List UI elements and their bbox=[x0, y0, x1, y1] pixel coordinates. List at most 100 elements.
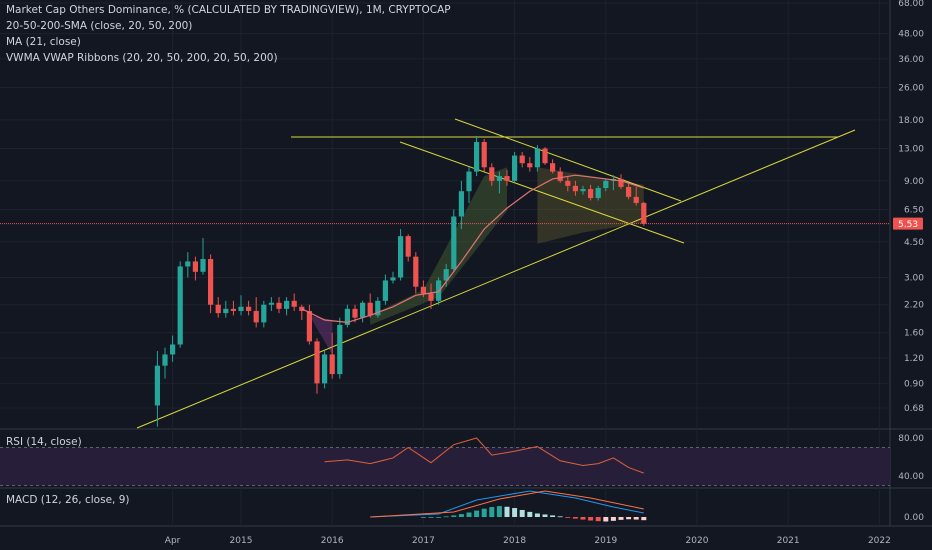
candle[interactable] bbox=[367, 293, 373, 318]
candle[interactable] bbox=[443, 263, 449, 287]
candle[interactable] bbox=[276, 297, 282, 314]
candle[interactable] bbox=[588, 184, 594, 201]
candle[interactable] bbox=[200, 237, 206, 275]
price-tick-label: 2.20 bbox=[904, 301, 924, 311]
candle[interactable] bbox=[519, 151, 525, 168]
candle[interactable] bbox=[223, 300, 229, 318]
candle[interactable] bbox=[208, 254, 214, 314]
rsi-line bbox=[324, 437, 644, 474]
macd-legend: MACD (12, 26, close, 9) bbox=[6, 494, 130, 506]
price-tick-label: 36.00 bbox=[898, 55, 924, 65]
candle[interactable] bbox=[565, 176, 571, 192]
candle[interactable] bbox=[633, 186, 639, 206]
candle[interactable] bbox=[284, 297, 290, 316]
price-tick-label: 0.68 bbox=[904, 404, 924, 414]
candle[interactable] bbox=[261, 300, 267, 328]
candle[interactable] bbox=[534, 145, 540, 172]
time-axis: Apr 2015 2016 2017 2018 2019 2020 2021 2022 bbox=[165, 536, 891, 546]
candle[interactable] bbox=[542, 147, 548, 165]
candle[interactable] bbox=[496, 171, 502, 194]
price-tick-label: 1.20 bbox=[904, 354, 924, 364]
candle[interactable] bbox=[306, 304, 312, 345]
candle[interactable] bbox=[398, 229, 404, 281]
time-tick-label: 2019 bbox=[594, 536, 617, 546]
candle[interactable] bbox=[246, 300, 252, 316]
price-tick-label: 3.00 bbox=[904, 273, 924, 283]
chart-title: Market Cap Others Dominance, % (CALCULAT… bbox=[6, 4, 451, 16]
candle[interactable] bbox=[322, 351, 328, 389]
candle[interactable] bbox=[177, 261, 183, 348]
candle[interactable] bbox=[451, 209, 457, 272]
candle[interactable] bbox=[405, 234, 411, 262]
price-tick-label: 18.00 bbox=[898, 116, 924, 126]
candle[interactable] bbox=[238, 295, 244, 316]
candle[interactable] bbox=[595, 185, 601, 201]
time-tick-label: 2016 bbox=[321, 536, 344, 546]
candle[interactable] bbox=[291, 293, 297, 311]
candle[interactable] bbox=[375, 297, 381, 318]
candle[interactable] bbox=[382, 274, 388, 305]
time-tick-label: 2022 bbox=[868, 536, 891, 546]
rsi-tick-label: 40.00 bbox=[898, 472, 924, 482]
last-price-text: 5.53 bbox=[898, 220, 918, 230]
candle[interactable] bbox=[192, 256, 198, 281]
candle[interactable] bbox=[527, 157, 533, 172]
time-tick-label: 2015 bbox=[230, 536, 253, 546]
candle[interactable] bbox=[626, 182, 632, 200]
ma-legend: MA (21, close) bbox=[6, 36, 81, 48]
time-tick-label: 2020 bbox=[686, 536, 709, 546]
candle[interactable] bbox=[428, 283, 434, 309]
candle[interactable] bbox=[360, 300, 366, 323]
macd-pane: 0.00 bbox=[370, 490, 924, 523]
candle[interactable] bbox=[504, 169, 510, 186]
candle[interactable] bbox=[512, 151, 518, 183]
candle[interactable] bbox=[641, 201, 647, 226]
candle[interactable] bbox=[170, 335, 176, 362]
candle[interactable] bbox=[618, 174, 624, 190]
sma-legend: 20-50-200-SMA (close, 20, 50, 200) bbox=[6, 20, 193, 32]
price-tick-label: 4.50 bbox=[904, 238, 924, 248]
rsi-pane: 80.00 40.00 bbox=[0, 434, 924, 486]
candle[interactable] bbox=[215, 297, 221, 318]
candle[interactable] bbox=[390, 271, 396, 284]
candle[interactable] bbox=[489, 163, 495, 186]
candle[interactable] bbox=[154, 351, 160, 427]
candle[interactable] bbox=[466, 167, 472, 203]
last-price-badge: 5.53 bbox=[893, 217, 923, 230]
candle[interactable] bbox=[603, 178, 609, 192]
price-tick-label: 13.00 bbox=[898, 145, 924, 155]
candle[interactable] bbox=[413, 252, 419, 294]
vwma-ribbon-fills bbox=[309, 167, 644, 355]
candle[interactable] bbox=[329, 332, 335, 379]
price-tick-label: 1.60 bbox=[904, 329, 924, 339]
candle[interactable] bbox=[474, 135, 480, 177]
vwma-legend: VWMA VWAP Ribbons (20, 20, 50, 200, 20, … bbox=[6, 52, 278, 64]
time-tick-label: 2021 bbox=[777, 536, 800, 546]
rsi-legend: RSI (14, close) bbox=[6, 436, 82, 448]
candle[interactable] bbox=[253, 297, 259, 328]
price-tick-label: 26.00 bbox=[898, 84, 924, 94]
candle[interactable] bbox=[580, 185, 586, 195]
price-tick-label: 0.90 bbox=[904, 379, 924, 389]
candle[interactable] bbox=[572, 180, 578, 196]
candle[interactable] bbox=[230, 300, 236, 316]
rsi-tick-label: 80.00 bbox=[898, 434, 924, 444]
candle[interactable] bbox=[550, 159, 556, 174]
candle[interactable] bbox=[314, 338, 320, 394]
price-tick-label: 9.00 bbox=[904, 177, 924, 187]
candle[interactable] bbox=[185, 252, 191, 278]
price-axis: 68.00 48.00 36.00 26.00 18.00 13.00 9.00 6.50 4.… bbox=[898, 0, 924, 414]
time-tick-label: 2018 bbox=[503, 536, 526, 546]
candle[interactable] bbox=[344, 304, 350, 328]
price-tick-label: 6.50 bbox=[904, 205, 924, 215]
candle[interactable] bbox=[268, 297, 274, 311]
price-tick-label: 68.00 bbox=[898, 0, 924, 9]
time-tick-label: 2017 bbox=[412, 536, 435, 546]
candle[interactable] bbox=[337, 317, 343, 379]
candle[interactable] bbox=[557, 167, 563, 183]
time-tick-label: Apr bbox=[165, 536, 181, 546]
candle[interactable] bbox=[481, 138, 487, 172]
candle[interactable] bbox=[458, 180, 464, 230]
candle[interactable] bbox=[162, 347, 168, 379]
